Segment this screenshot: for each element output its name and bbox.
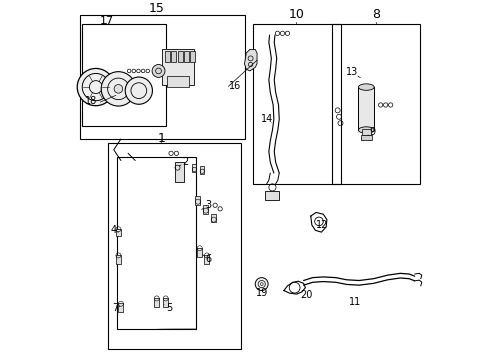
Bar xyxy=(116,255,121,264)
Bar xyxy=(331,24,419,184)
Bar xyxy=(264,191,278,200)
Text: 14: 14 xyxy=(260,114,272,124)
Bar xyxy=(164,51,169,62)
Bar xyxy=(361,129,370,135)
Bar xyxy=(358,87,373,130)
Bar xyxy=(116,229,121,237)
Circle shape xyxy=(125,77,152,104)
Circle shape xyxy=(77,68,114,106)
Bar xyxy=(204,255,209,264)
Bar xyxy=(195,196,200,204)
Bar xyxy=(82,24,166,126)
Ellipse shape xyxy=(358,84,373,90)
Text: 19: 19 xyxy=(255,288,267,298)
Circle shape xyxy=(152,64,164,77)
Bar xyxy=(117,157,196,329)
Bar xyxy=(253,24,341,184)
Ellipse shape xyxy=(358,127,373,133)
Bar xyxy=(118,303,123,312)
Text: 17: 17 xyxy=(100,16,113,26)
Text: 10: 10 xyxy=(288,8,304,21)
Bar xyxy=(360,135,371,140)
Text: 16: 16 xyxy=(229,81,241,91)
Bar xyxy=(197,248,202,257)
Circle shape xyxy=(114,85,122,93)
Text: 1: 1 xyxy=(157,132,165,145)
Text: 6: 6 xyxy=(205,254,211,264)
Text: 5: 5 xyxy=(166,303,172,313)
Bar xyxy=(171,51,176,62)
Text: 18: 18 xyxy=(85,96,98,106)
Bar xyxy=(177,51,182,62)
Bar xyxy=(108,143,241,348)
Bar xyxy=(183,51,188,62)
Text: 15: 15 xyxy=(148,3,164,15)
Circle shape xyxy=(255,278,267,291)
Text: 3: 3 xyxy=(204,199,211,210)
Polygon shape xyxy=(244,49,257,71)
Bar xyxy=(80,15,244,139)
Text: 12: 12 xyxy=(316,220,328,230)
Text: 8: 8 xyxy=(371,8,380,21)
Bar xyxy=(200,166,204,174)
Text: 9: 9 xyxy=(369,127,375,137)
Bar xyxy=(211,214,216,222)
Circle shape xyxy=(101,72,135,106)
Bar xyxy=(192,164,196,172)
Bar xyxy=(203,205,208,213)
Bar xyxy=(167,76,188,87)
Text: 11: 11 xyxy=(349,297,361,307)
Text: 13: 13 xyxy=(345,67,357,77)
Text: 4: 4 xyxy=(110,225,117,235)
Bar xyxy=(162,49,194,85)
Bar xyxy=(163,298,168,307)
Bar xyxy=(190,51,195,62)
Text: 2: 2 xyxy=(182,157,188,167)
Text: 20: 20 xyxy=(299,290,312,300)
Text: 7: 7 xyxy=(111,303,118,314)
Bar xyxy=(154,298,159,307)
Bar xyxy=(174,162,183,182)
